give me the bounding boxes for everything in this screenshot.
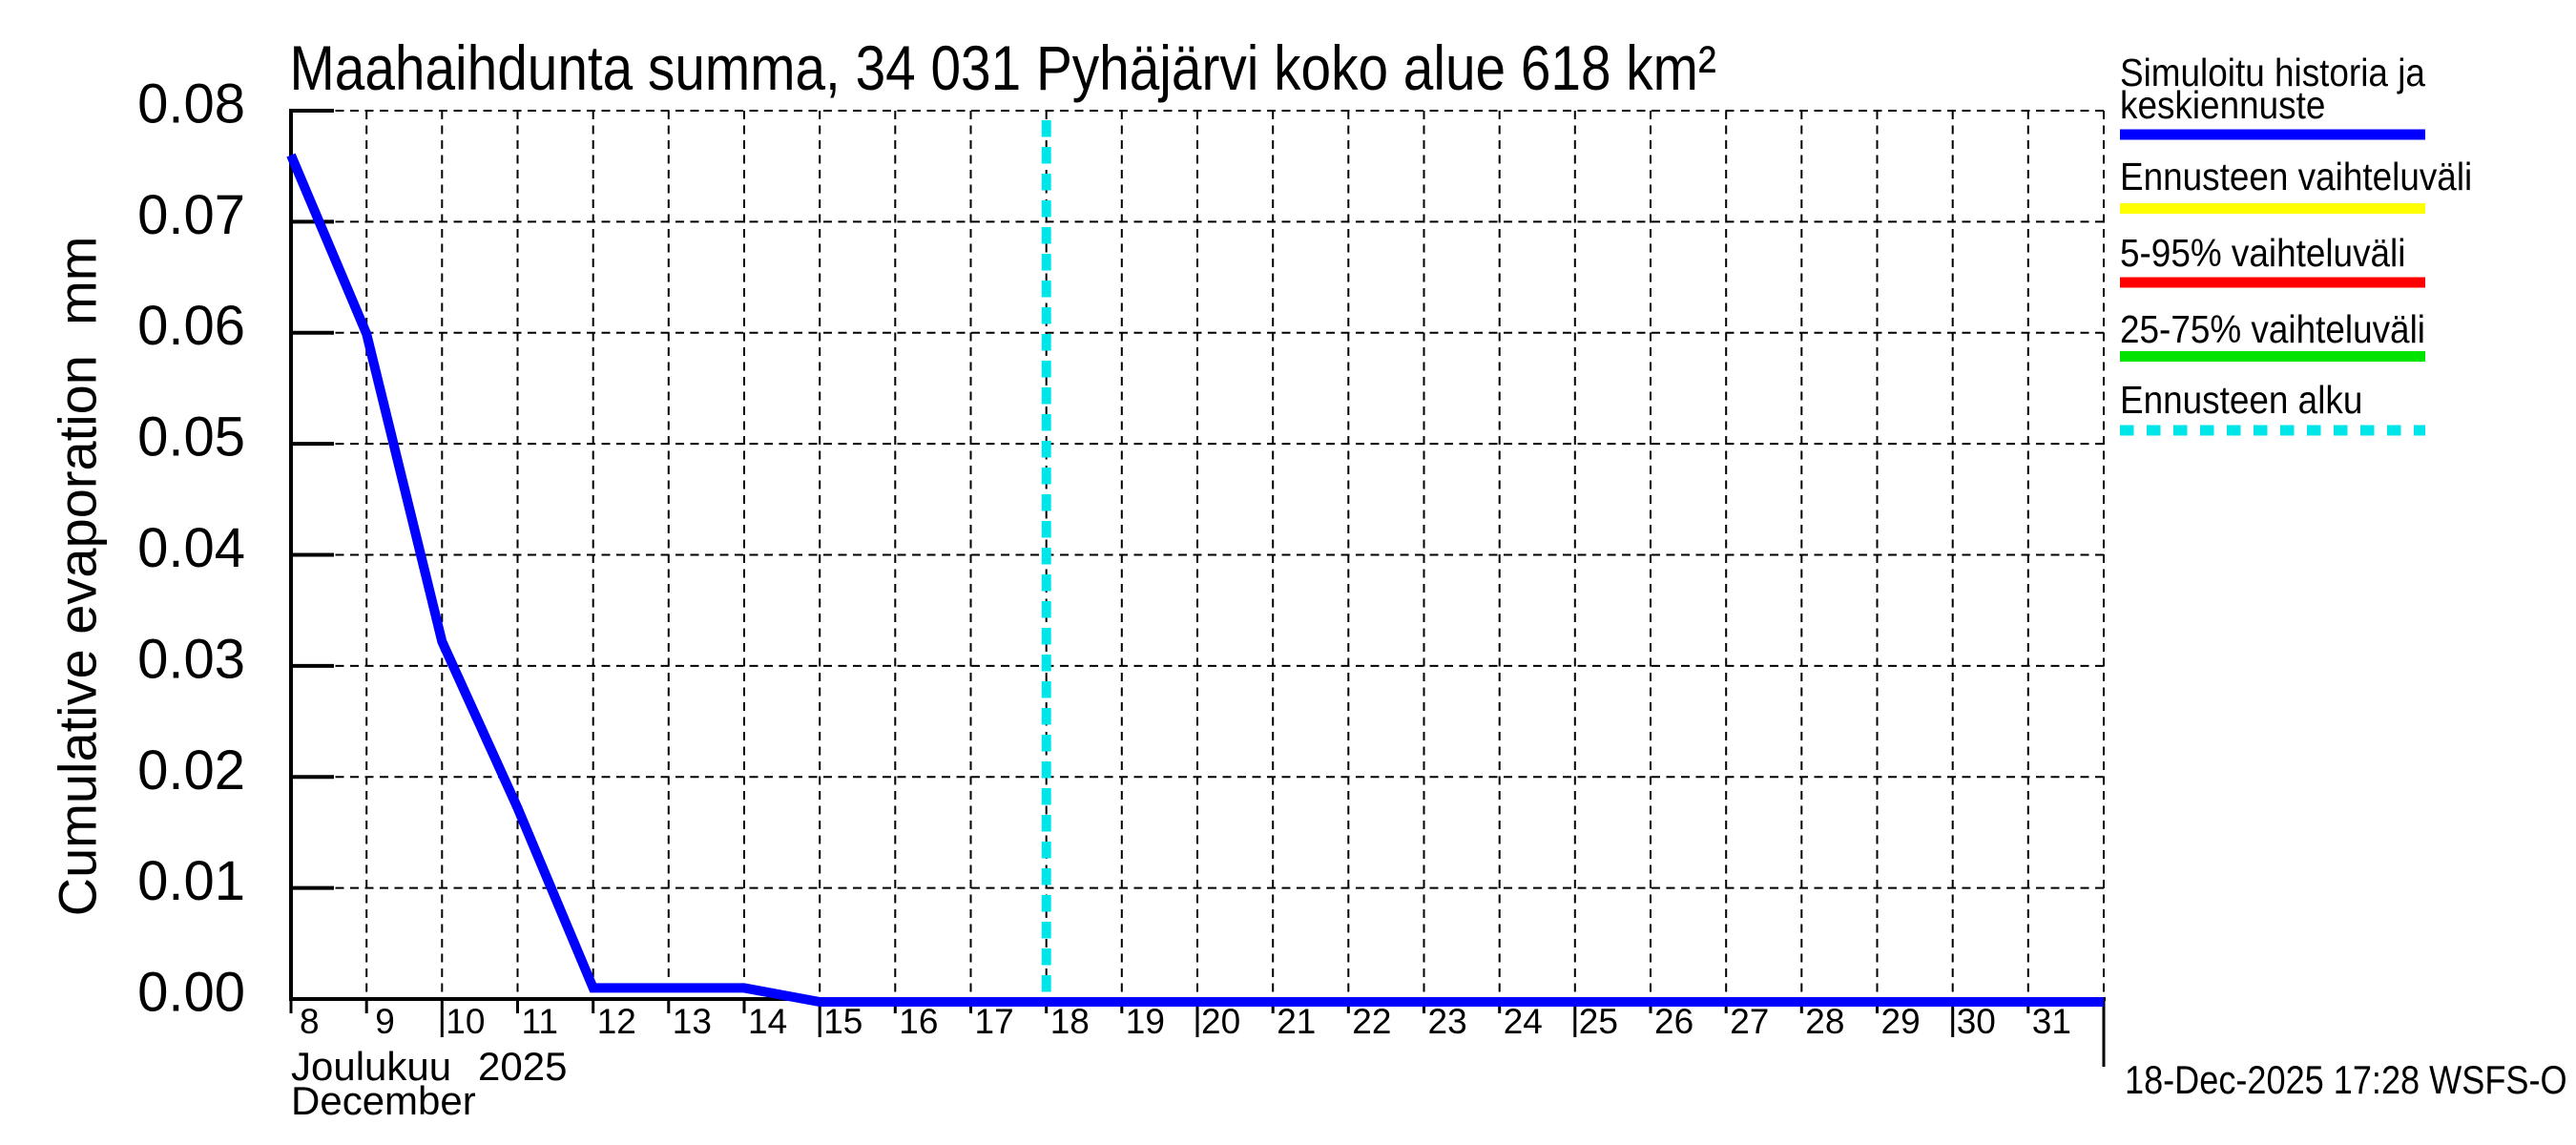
svg-text:24: 24	[1504, 1002, 1543, 1041]
svg-text:2025: 2025	[478, 1044, 567, 1089]
svg-text:keskiennuste: keskiennuste	[2120, 84, 2325, 127]
svg-text:12: 12	[597, 1002, 636, 1041]
svg-text:Ennusteen vaihteluväli: Ennusteen vaihteluväli	[2120, 156, 2472, 198]
svg-text:14: 14	[748, 1002, 787, 1041]
svg-text:22: 22	[1352, 1002, 1391, 1041]
svg-text:9: 9	[375, 1002, 395, 1041]
svg-text:December: December	[291, 1078, 476, 1123]
svg-text:16: 16	[899, 1002, 938, 1041]
svg-text:0.05: 0.05	[137, 406, 245, 468]
svg-text:Ennusteen alku: Ennusteen alku	[2120, 379, 2362, 422]
svg-text:0.02: 0.02	[137, 739, 245, 802]
svg-text:17: 17	[975, 1002, 1014, 1041]
svg-text:28: 28	[1805, 1002, 1844, 1041]
svg-text:0.00: 0.00	[137, 962, 245, 1024]
svg-text:18: 18	[1050, 1002, 1090, 1041]
svg-text:Simuloitu historia ja: Simuloitu historia ja	[2120, 52, 2425, 94]
svg-text:0.04: 0.04	[137, 517, 245, 579]
svg-text:31: 31	[2032, 1002, 2071, 1041]
svg-text:0.03: 0.03	[137, 628, 245, 690]
svg-text:0.01: 0.01	[137, 850, 245, 912]
svg-text:13: 13	[673, 1002, 712, 1041]
svg-text:Joulukuu: Joulukuu	[291, 1044, 451, 1089]
svg-text:11: 11	[522, 1002, 558, 1041]
svg-text:27: 27	[1730, 1002, 1769, 1041]
svg-text:Cumulative evaporation mm: Cumulative evaporation mm	[48, 237, 108, 917]
svg-text:18-Dec-2025 17:28 WSFS-O: 18-Dec-2025 17:28 WSFS-O	[2125, 1059, 2567, 1103]
svg-text:Maahaihdunta summa, 34 031 Pyh: Maahaihdunta summa, 34 031 Pyhäjärvi kok…	[290, 33, 1716, 104]
svg-text:19: 19	[1126, 1002, 1165, 1041]
svg-text:0.08: 0.08	[137, 73, 245, 135]
svg-text:25: 25	[1579, 1002, 1618, 1041]
svg-text:10: 10	[446, 1002, 485, 1041]
svg-text:21: 21	[1277, 1002, 1316, 1041]
svg-text:25-75% vaihteluväli: 25-75% vaihteluväli	[2120, 308, 2425, 351]
svg-text:0.07: 0.07	[137, 184, 245, 246]
svg-text:29: 29	[1881, 1002, 1921, 1041]
svg-text:0.06: 0.06	[137, 295, 245, 357]
svg-text:30: 30	[1957, 1002, 1996, 1041]
svg-text:20: 20	[1201, 1002, 1240, 1041]
svg-text:26: 26	[1654, 1002, 1693, 1041]
svg-text:5-95% vaihteluväli: 5-95% vaihteluväli	[2120, 232, 2405, 275]
svg-text:15: 15	[823, 1002, 862, 1041]
svg-text:8: 8	[300, 1002, 320, 1041]
svg-text:23: 23	[1428, 1002, 1467, 1041]
